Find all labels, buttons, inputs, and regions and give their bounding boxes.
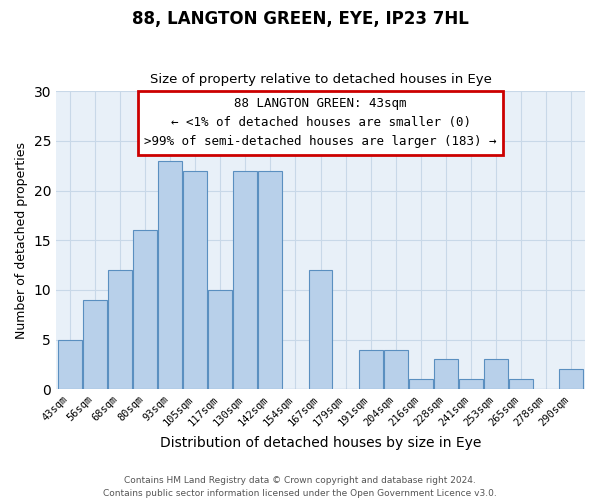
Text: Contains HM Land Registry data © Crown copyright and database right 2024.
Contai: Contains HM Land Registry data © Crown c… [103,476,497,498]
Bar [459,380,483,389]
Title: Size of property relative to detached houses in Eye: Size of property relative to detached ho… [149,73,491,86]
Bar [384,350,407,389]
Text: 88, LANGTON GREEN, EYE, IP23 7HL: 88, LANGTON GREEN, EYE, IP23 7HL [131,10,469,28]
Text: 88 LANGTON GREEN: 43sqm
← <1% of detached houses are smaller (0)
>99% of semi-de: 88 LANGTON GREEN: 43sqm ← <1% of detache… [144,98,497,148]
Bar [259,171,282,389]
Bar [183,171,207,389]
Bar [359,350,383,389]
Y-axis label: Number of detached properties: Number of detached properties [15,142,28,339]
Bar [559,370,583,389]
Bar [484,360,508,389]
Bar [108,270,132,389]
Bar [509,380,533,389]
Bar [133,230,157,389]
X-axis label: Distribution of detached houses by size in Eye: Distribution of detached houses by size … [160,436,481,450]
Bar [158,161,182,389]
Bar [208,290,232,389]
Bar [434,360,458,389]
Bar [409,380,433,389]
Bar [58,340,82,389]
Bar [83,300,107,389]
Bar [233,171,257,389]
Bar [308,270,332,389]
